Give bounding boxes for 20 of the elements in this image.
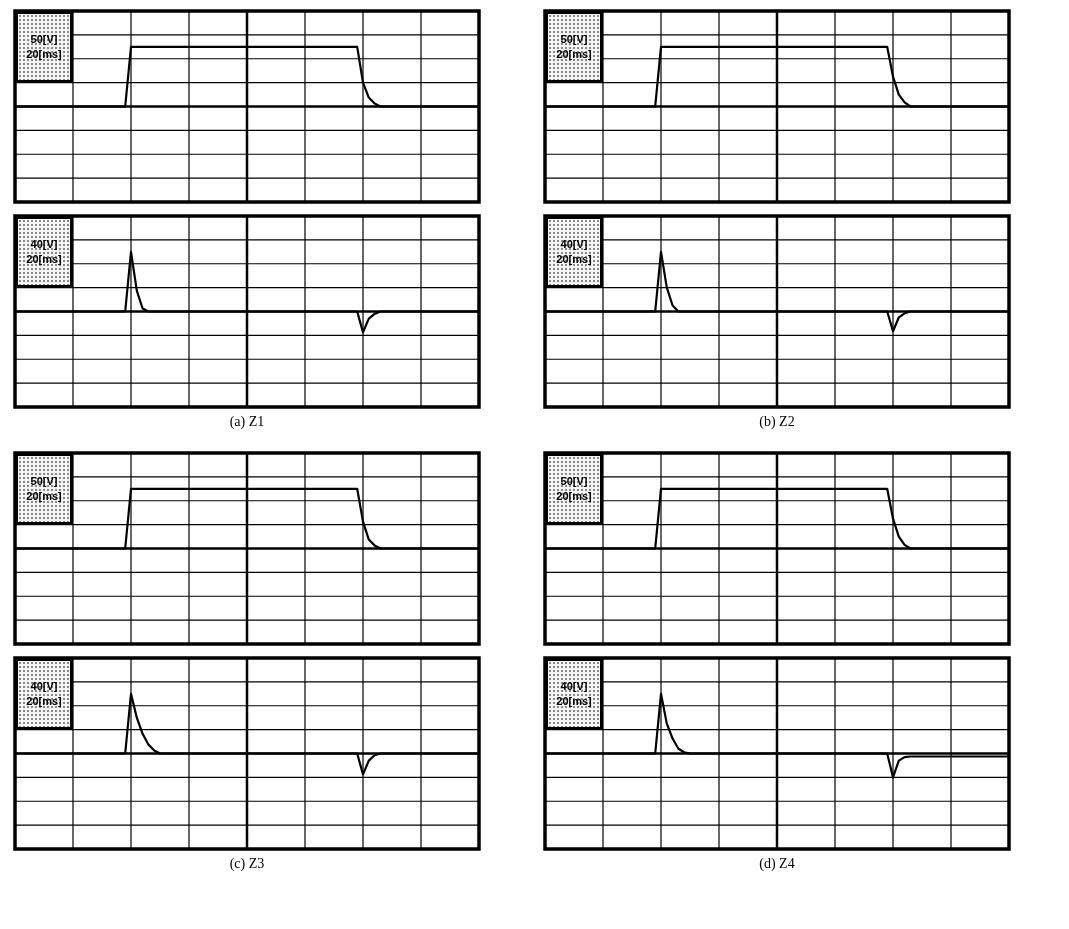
scale-label-box: 40[V] 20[ms] xyxy=(15,658,73,730)
scale-label-box: 50[V] 20[ms] xyxy=(15,11,73,83)
text: (b) Z2 xyxy=(758,414,796,430)
text: (d) Z4 xyxy=(758,856,796,872)
annotation: 20[ms] xyxy=(26,251,62,267)
annotation: 20[ms] xyxy=(556,46,592,62)
annotation: 20[ms] xyxy=(26,693,62,709)
annotation: 20[ms] xyxy=(556,251,592,267)
scale-label-box: 50[V] 20[ms] xyxy=(545,11,603,83)
annotation: 20[ms] xyxy=(556,693,592,709)
scale-label-box: 40[V] 20[ms] xyxy=(545,216,603,288)
text: (a) Z1 xyxy=(228,414,266,430)
scale-label-box: 40[V] 20[ms] xyxy=(15,216,73,288)
annotation: 20[ms] xyxy=(556,488,592,504)
annotation: 20[ms] xyxy=(26,488,62,504)
scale-label-box: 50[V] 20[ms] xyxy=(15,453,73,525)
annotation: 20[ms] xyxy=(26,46,62,62)
scale-label-box: 40[V] 20[ms] xyxy=(545,658,603,730)
text: (c) Z3 xyxy=(228,856,266,872)
scale-label-box: 50[V] 20[ms] xyxy=(545,453,603,525)
